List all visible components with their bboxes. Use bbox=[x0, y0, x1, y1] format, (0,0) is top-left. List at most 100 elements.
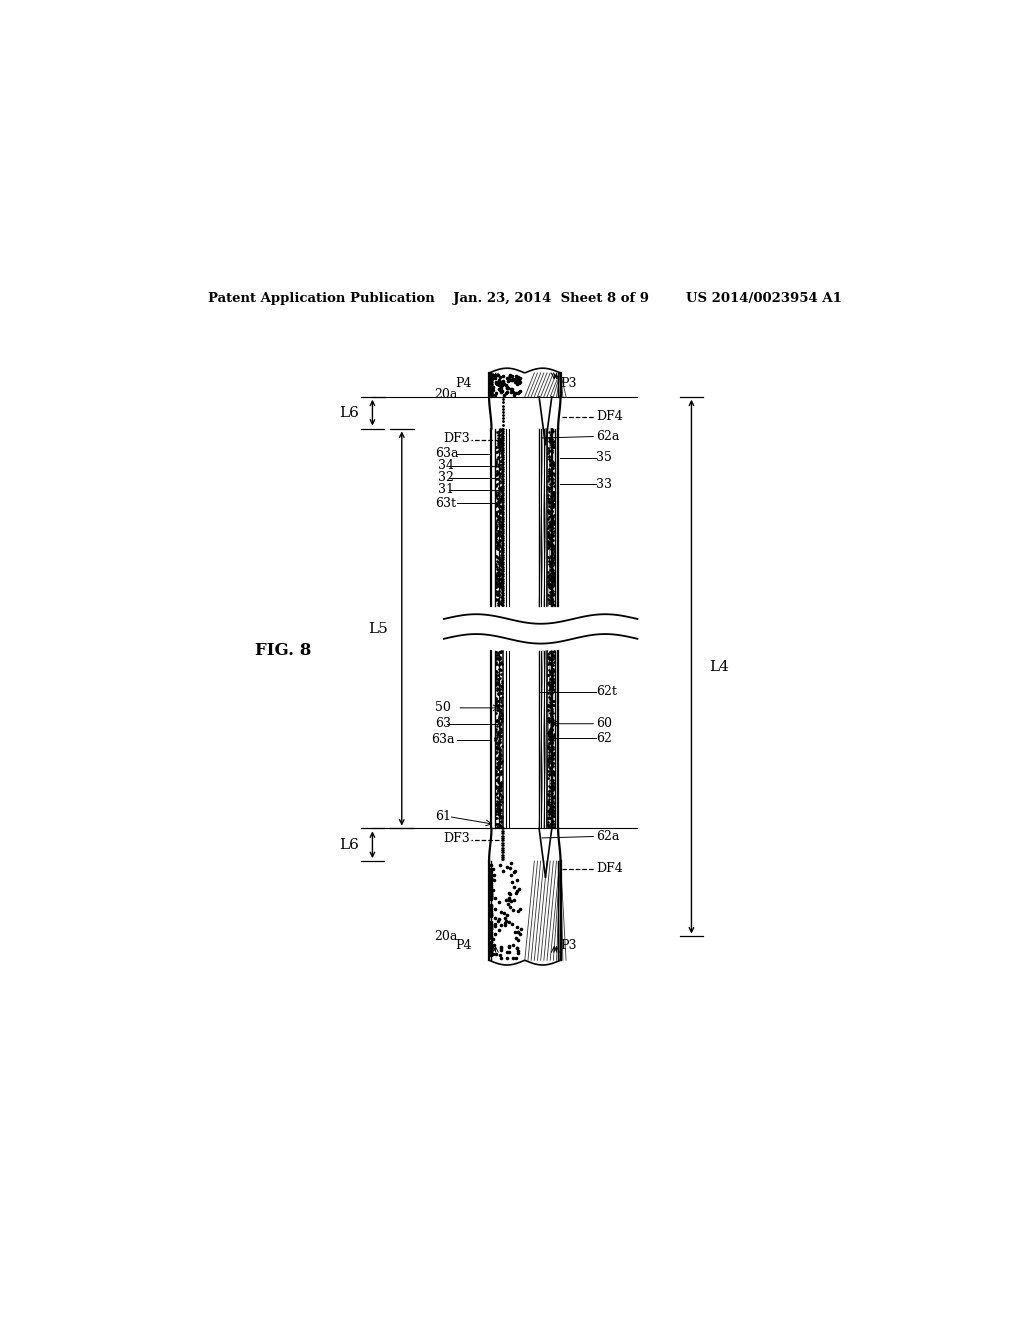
Point bbox=[488, 546, 505, 568]
Point bbox=[543, 746, 559, 767]
Point bbox=[543, 424, 559, 445]
Point bbox=[544, 709, 560, 730]
Point bbox=[544, 589, 560, 610]
Point bbox=[542, 776, 558, 797]
Point bbox=[494, 704, 510, 725]
Point bbox=[546, 564, 562, 585]
Point bbox=[540, 793, 556, 814]
Point bbox=[492, 756, 508, 777]
Point bbox=[494, 569, 510, 590]
Point bbox=[544, 708, 560, 729]
Point bbox=[502, 366, 518, 387]
Point bbox=[544, 482, 560, 503]
Point bbox=[493, 586, 509, 607]
Point bbox=[489, 434, 506, 455]
Point bbox=[488, 556, 505, 577]
Point bbox=[489, 574, 506, 595]
Point bbox=[543, 446, 559, 467]
Point bbox=[487, 776, 504, 797]
Point bbox=[544, 713, 560, 734]
Point bbox=[545, 581, 561, 602]
Point bbox=[489, 506, 506, 527]
Point bbox=[543, 675, 559, 696]
Text: 63a: 63a bbox=[435, 447, 459, 461]
Point bbox=[492, 478, 508, 499]
Point bbox=[494, 528, 510, 549]
Point bbox=[541, 441, 557, 462]
Point bbox=[482, 378, 499, 399]
Point bbox=[487, 692, 504, 713]
Point bbox=[482, 900, 499, 921]
Point bbox=[542, 421, 558, 442]
Point bbox=[540, 783, 556, 804]
Point bbox=[493, 591, 509, 612]
Point bbox=[489, 585, 506, 606]
Point bbox=[492, 529, 508, 550]
Point bbox=[487, 743, 504, 764]
Point bbox=[492, 569, 508, 590]
Point bbox=[492, 777, 508, 799]
Point bbox=[482, 379, 499, 400]
Point bbox=[543, 550, 559, 572]
Point bbox=[546, 484, 562, 506]
Point bbox=[490, 573, 507, 594]
Point bbox=[492, 421, 508, 442]
Point bbox=[540, 546, 556, 568]
Point bbox=[541, 576, 557, 597]
Point bbox=[494, 490, 510, 511]
Point bbox=[506, 890, 522, 911]
Point bbox=[488, 581, 505, 602]
Point bbox=[487, 737, 504, 758]
Point bbox=[482, 882, 499, 903]
Point bbox=[543, 688, 559, 709]
Point bbox=[488, 672, 505, 693]
Point bbox=[545, 780, 561, 801]
Point bbox=[545, 525, 561, 546]
Point bbox=[542, 760, 558, 781]
Point bbox=[543, 487, 559, 508]
Point bbox=[542, 516, 558, 537]
Point bbox=[492, 420, 508, 441]
Point bbox=[544, 795, 560, 816]
Point bbox=[493, 572, 509, 593]
Point bbox=[545, 521, 561, 543]
Point bbox=[487, 664, 504, 685]
Point bbox=[546, 763, 562, 784]
Point bbox=[541, 467, 557, 488]
Point bbox=[489, 763, 506, 784]
Point bbox=[488, 532, 505, 553]
Point bbox=[541, 660, 557, 681]
Point bbox=[544, 755, 560, 776]
Point bbox=[492, 793, 508, 814]
Point bbox=[543, 539, 559, 560]
Point bbox=[487, 566, 504, 587]
Point bbox=[542, 432, 558, 453]
Point bbox=[482, 379, 499, 400]
Point bbox=[490, 548, 507, 569]
Point bbox=[510, 367, 526, 388]
Point bbox=[503, 865, 519, 886]
Point bbox=[544, 503, 560, 524]
Point bbox=[482, 374, 499, 395]
Point bbox=[490, 642, 507, 663]
Point bbox=[545, 495, 561, 516]
Point bbox=[492, 372, 508, 393]
Point bbox=[543, 722, 559, 743]
Point bbox=[490, 564, 507, 585]
Point bbox=[489, 796, 506, 817]
Point bbox=[485, 865, 502, 886]
Point bbox=[482, 364, 499, 385]
Point bbox=[489, 508, 506, 529]
Point bbox=[487, 572, 504, 593]
Point bbox=[542, 722, 558, 743]
Point bbox=[544, 582, 560, 603]
Point bbox=[494, 512, 510, 533]
Point bbox=[482, 854, 499, 875]
Point bbox=[545, 482, 561, 503]
Point bbox=[488, 733, 505, 754]
Point bbox=[545, 661, 561, 682]
Point bbox=[482, 866, 499, 887]
Point bbox=[543, 556, 559, 577]
Point bbox=[492, 776, 508, 797]
Point bbox=[546, 792, 562, 813]
